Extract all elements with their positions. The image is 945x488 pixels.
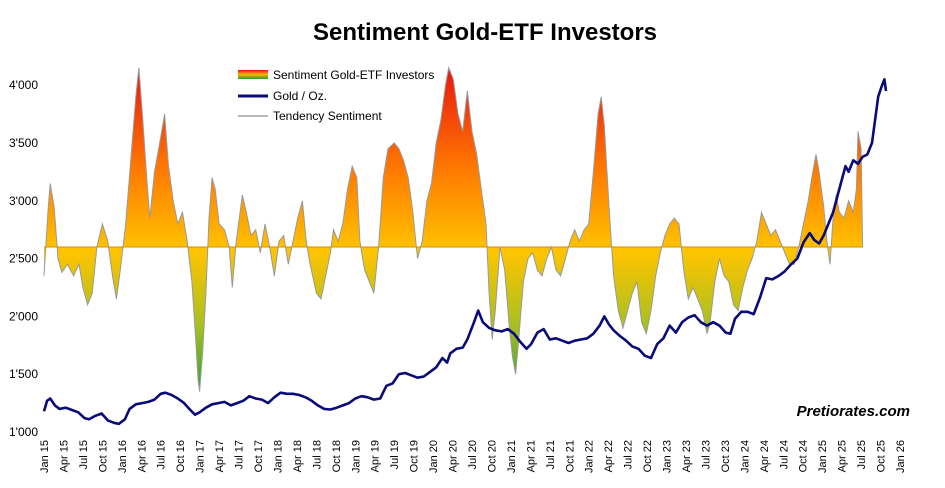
- x-tick-label: Apr 18: [292, 440, 304, 472]
- x-tick-label: Oct 22: [642, 440, 654, 472]
- x-tick-label: Apr 21: [525, 440, 537, 472]
- x-tick-label: Apr 24: [759, 440, 771, 472]
- watermark: Pretiorates.com: [797, 403, 910, 420]
- x-tick-label: Oct 25: [876, 440, 888, 472]
- x-tick-label: Oct 21: [564, 440, 576, 472]
- x-tick-label: Jan 25: [817, 440, 829, 473]
- legend: Sentiment Gold-ETF Investors Gold / Oz. …: [238, 68, 434, 123]
- y-tick-label: 2'500: [9, 252, 38, 266]
- x-tick-label: Jul 21: [545, 440, 557, 469]
- x-tick-label: Jan 21: [506, 440, 518, 473]
- x-tick-label: Oct 17: [253, 440, 265, 472]
- x-tick-label: Jan 24: [739, 440, 751, 473]
- x-tick-label: Oct 18: [331, 440, 343, 472]
- x-tick-label: Apr 19: [370, 440, 382, 472]
- x-tick-label: Jul 18: [311, 440, 323, 469]
- x-tick-label: Jan 15: [39, 440, 51, 473]
- y-axis: 1'000 1'500 2'000 2'500 3'000 3'500 4'000: [9, 78, 38, 439]
- chart-title: Sentiment Gold-ETF Investors: [313, 19, 657, 46]
- legend-label-gold: Gold / Oz.: [273, 89, 327, 103]
- x-tick-label: Jan 22: [584, 440, 596, 473]
- y-tick-label: 1'500: [9, 367, 38, 381]
- gold-price-line: [42, 78, 888, 426]
- y-tick-label: 1'000: [9, 425, 38, 439]
- sentiment-area: [44, 67, 863, 392]
- x-axis: Jan 15 Apr 15 Jul 15 Oct 15 Jan 16 Apr 16 Jul …: [39, 440, 907, 473]
- x-tick-label: Jan 18: [272, 440, 284, 473]
- x-tick-label: Apr 23: [681, 440, 693, 472]
- x-tick-label: Jan 16: [117, 440, 129, 473]
- x-tick-label: Jan 26: [895, 440, 907, 473]
- x-tick-label: Jul 20: [467, 440, 479, 469]
- x-tick-label: Apr 15: [58, 440, 70, 472]
- x-tick-label: Jul 17: [234, 440, 246, 469]
- x-tick-label: Apr 20: [448, 440, 460, 472]
- y-tick-label: 3'500: [9, 136, 38, 150]
- x-tick-label: Jul 24: [778, 440, 790, 469]
- x-tick-label: Jul 16: [156, 440, 168, 469]
- x-tick-label: Apr 17: [214, 440, 226, 472]
- x-tick-label: Oct 20: [486, 440, 498, 472]
- x-tick-label: Apr 22: [603, 440, 615, 472]
- x-tick-label: Jan 20: [428, 440, 440, 473]
- x-tick-label: Jan 19: [350, 440, 362, 473]
- x-tick-label: Oct 16: [175, 440, 187, 472]
- y-tick-label: 3'000: [9, 194, 38, 208]
- legend-label-tendency: Tendency Sentiment: [273, 109, 382, 123]
- y-tick-label: 2'000: [9, 309, 38, 323]
- x-tick-label: Oct 24: [798, 440, 810, 472]
- x-tick-label: Apr 25: [837, 440, 849, 472]
- x-tick-label: Oct 23: [720, 440, 732, 472]
- x-tick-label: Jul 19: [389, 440, 401, 469]
- legend-swatch-sentiment: [238, 70, 268, 79]
- y-tick-label: 4'000: [9, 78, 38, 92]
- tendency-sentiment-line: [43, 66, 864, 392]
- x-tick-label: Jan 23: [662, 440, 674, 473]
- x-tick-label: Apr 16: [136, 440, 148, 472]
- legend-label-sentiment: Sentiment Gold-ETF Investors: [273, 68, 434, 82]
- x-tick-label: Oct 19: [409, 440, 421, 472]
- x-tick-label: Jul 22: [623, 440, 635, 469]
- x-tick-label: Jul 15: [78, 440, 90, 469]
- x-tick-label: Jul 25: [856, 440, 868, 469]
- x-tick-label: Jan 17: [195, 440, 207, 473]
- x-tick-label: Jul 23: [700, 440, 712, 469]
- x-tick-label: Oct 15: [97, 440, 109, 472]
